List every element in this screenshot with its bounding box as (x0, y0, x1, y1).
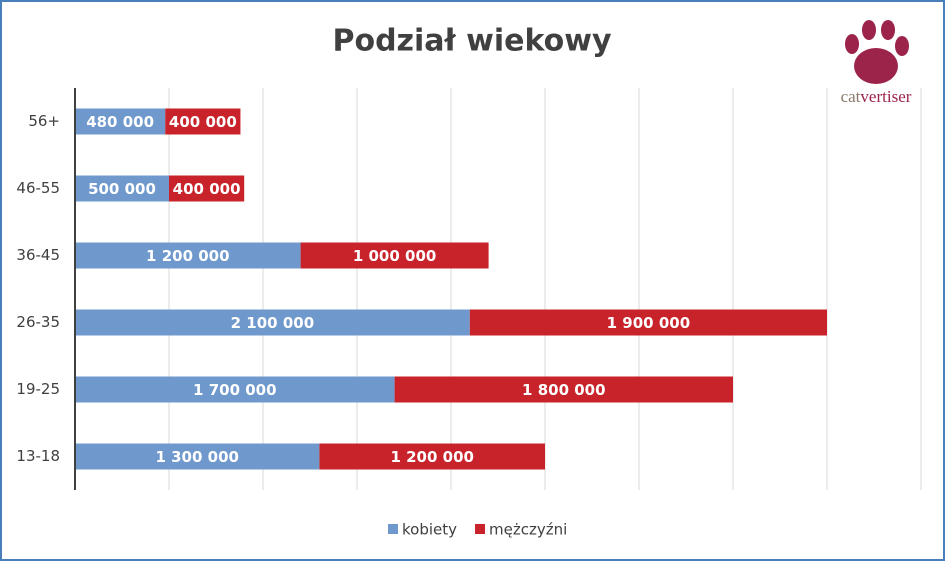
bar (75, 175, 169, 202)
legend-swatch (388, 524, 398, 534)
bar (75, 443, 320, 470)
value-label: 2 100 000 (231, 314, 315, 332)
legend-label: mężczyźni (489, 521, 567, 539)
value-label: 1 000 000 (353, 247, 437, 265)
value-label: 400 000 (169, 113, 237, 131)
value-label: 1 700 000 (193, 381, 277, 399)
y-tick-label: 26-35 (16, 313, 60, 331)
bar (319, 443, 545, 470)
svg-text:catvertiser: catvertiser (841, 87, 912, 106)
bar (75, 376, 395, 403)
logo-text: cat (841, 87, 861, 106)
legend-label: kobiety (402, 521, 457, 539)
value-label: 480 000 (86, 113, 154, 131)
logo: catvertiser (841, 20, 912, 106)
bar (169, 175, 245, 202)
bar (394, 376, 733, 403)
value-label: 500 000 (88, 180, 156, 198)
y-tick-label: 13-18 (16, 447, 60, 465)
bar (300, 242, 489, 269)
y-tick-label: 19-25 (16, 380, 60, 398)
value-label: 1 900 000 (607, 314, 691, 332)
bar (75, 242, 301, 269)
bar (469, 309, 827, 336)
y-tick-label: 36-45 (16, 246, 60, 264)
logo-text: vertiser (860, 87, 911, 106)
y-tick-label: 46-55 (16, 179, 60, 197)
value-label: 1 200 000 (146, 247, 230, 265)
bar (75, 108, 166, 135)
value-label: 1 200 000 (390, 448, 474, 466)
value-label: 1 800 000 (522, 381, 606, 399)
y-tick-label: 56+ (28, 112, 60, 130)
value-label: 1 300 000 (155, 448, 239, 466)
bar (75, 309, 470, 336)
bar (165, 108, 241, 135)
value-label: 400 000 (173, 180, 241, 198)
chart-title: Podział wiekowy (332, 24, 611, 59)
legend-swatch (475, 524, 486, 534)
